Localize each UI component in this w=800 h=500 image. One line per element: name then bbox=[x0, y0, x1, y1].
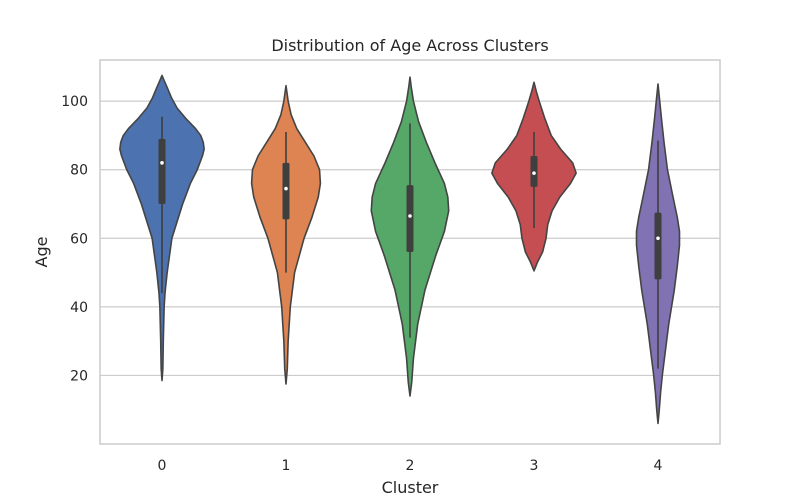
y-tick-40: 40 bbox=[70, 300, 88, 316]
x-axis-label: Cluster bbox=[382, 478, 439, 497]
violin-0 bbox=[119, 74, 205, 382]
y-tick-100: 100 bbox=[61, 94, 88, 110]
x-tick-2: 2 bbox=[406, 458, 415, 474]
plot-frame bbox=[99, 59, 721, 445]
y-tick-80: 80 bbox=[70, 163, 88, 179]
x-tick-3: 3 bbox=[530, 458, 539, 474]
median-dot-1 bbox=[284, 186, 288, 191]
violin-2 bbox=[370, 76, 450, 397]
x-tick-0: 0 bbox=[158, 458, 167, 474]
y-tick-labels: 20 40 60 80 100 bbox=[61, 94, 88, 384]
violin-4 bbox=[635, 83, 681, 425]
median-dot-4 bbox=[656, 236, 660, 241]
chart-title: Distribution of Age Across Clusters bbox=[271, 36, 548, 55]
violins bbox=[119, 74, 681, 425]
iqr-box-1 bbox=[282, 162, 290, 220]
median-dot-2 bbox=[408, 214, 412, 218]
y-tick-60: 60 bbox=[70, 231, 88, 247]
x-tick-1: 1 bbox=[282, 458, 291, 474]
x-tick-labels: 0 1 2 3 4 bbox=[158, 458, 663, 474]
median-dot-3 bbox=[532, 171, 536, 175]
iqr-box-0 bbox=[158, 138, 166, 204]
violin-1 bbox=[250, 84, 322, 385]
violin-3 bbox=[491, 81, 577, 272]
iqr-box-2 bbox=[406, 185, 414, 252]
y-axis-label: Age bbox=[32, 237, 51, 268]
x-tick-4: 4 bbox=[654, 458, 663, 474]
median-dot-0 bbox=[160, 161, 164, 165]
iqr-box-4 bbox=[654, 212, 662, 280]
y-tick-20: 20 bbox=[70, 368, 88, 384]
